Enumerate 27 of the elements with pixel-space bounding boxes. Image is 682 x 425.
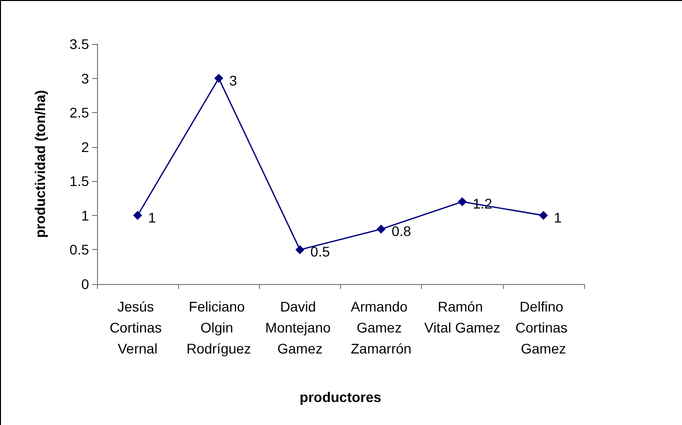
x-tick-label: Feliciano Olgin Rodríguez xyxy=(186,298,252,356)
x-tick-label: Ramón Vital Gamez xyxy=(424,298,500,336)
y-axis-title: productividad (ton/ha) xyxy=(32,90,48,238)
y-tick-label: 1 xyxy=(81,207,90,224)
x-tick-label: David Montejano Gamez xyxy=(265,298,335,356)
y-tick-label: 2 xyxy=(81,138,90,155)
y-tick-label: 1.5 xyxy=(70,173,90,190)
data-label: 1 xyxy=(148,209,156,226)
point xyxy=(458,197,467,206)
data-label: 0.8 xyxy=(392,223,412,240)
y-tick-label: 2.5 xyxy=(70,104,90,121)
data-label: 1 xyxy=(554,209,562,226)
x-tick-label: Armando Gamez Zamarrón xyxy=(350,298,412,356)
point xyxy=(538,210,548,220)
point xyxy=(214,74,224,83)
data-label: 0.5 xyxy=(310,244,330,260)
data-label: 3 xyxy=(229,72,238,88)
x-tick-label: Delfino Cortinas Gamez xyxy=(515,298,572,356)
point xyxy=(376,224,386,234)
y-tick-label: 0.5 xyxy=(70,242,90,258)
x-tick-label: Jesús Cortinas Vernal xyxy=(110,298,166,356)
y-tick-label: 0 xyxy=(81,276,90,292)
y-tick-label: 3 xyxy=(81,70,90,86)
y-tick-label: 3.5 xyxy=(70,36,90,52)
point xyxy=(295,245,304,254)
point xyxy=(133,210,142,220)
x-axis-title: productores xyxy=(300,389,382,405)
